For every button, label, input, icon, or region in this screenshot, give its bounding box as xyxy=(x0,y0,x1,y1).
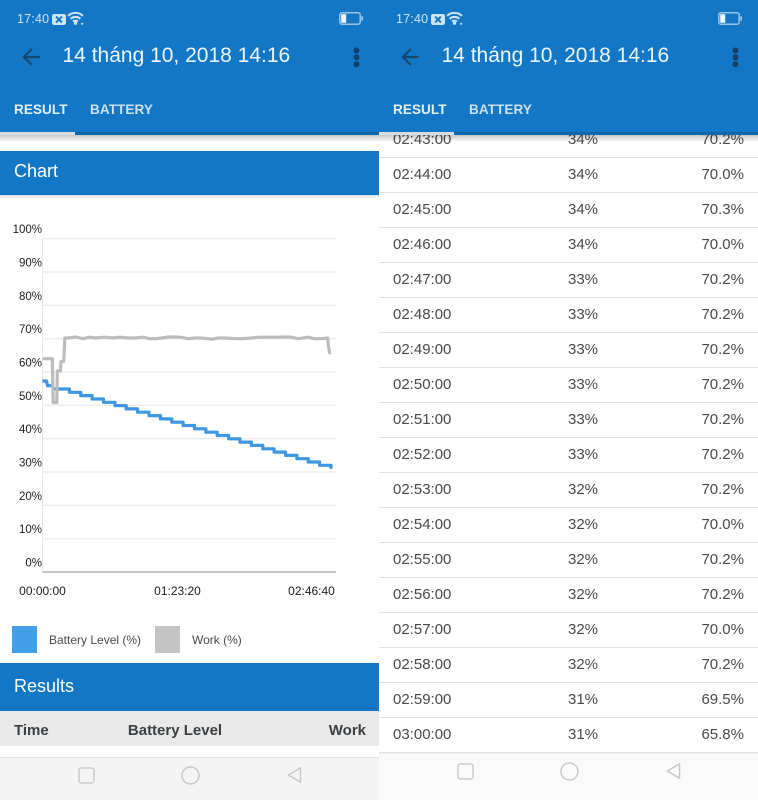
svg-text:60%: 60% xyxy=(19,358,42,370)
svg-text:20%: 20% xyxy=(19,491,42,503)
svg-text:00:00:00: 00:00:00 xyxy=(19,584,66,598)
svg-text:30%: 30% xyxy=(19,458,42,470)
svg-text:50%: 50% xyxy=(19,391,42,403)
svg-text:70%: 70% xyxy=(19,324,42,336)
svg-text:80%: 80% xyxy=(19,291,42,303)
svg-text:100%: 100% xyxy=(13,224,42,236)
svg-text:10%: 10% xyxy=(19,524,42,536)
svg-text:90%: 90% xyxy=(19,258,42,270)
svg-text:0%: 0% xyxy=(25,558,42,570)
svg-text:02:46:40: 02:46:40 xyxy=(288,584,335,598)
svg-text:40%: 40% xyxy=(19,424,42,436)
svg-text:01:23:20: 01:23:20 xyxy=(154,584,201,598)
